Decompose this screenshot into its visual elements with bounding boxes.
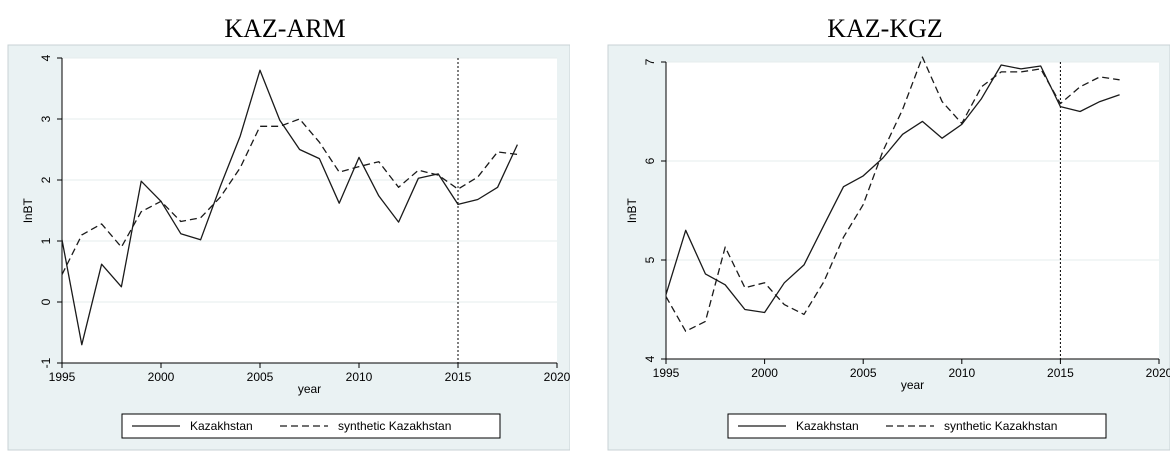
chart-title: KAZ-KGZ	[827, 14, 943, 43]
chart-title: KAZ-ARM	[224, 14, 346, 43]
x-tick-label: 2010	[346, 370, 373, 384]
x-axis-title: year	[901, 378, 924, 392]
y-tick-label: 3	[39, 115, 53, 122]
legend-label: synthetic Kazakhstan	[944, 419, 1057, 433]
x-tick-label: 2015	[445, 370, 472, 384]
y-tick-label: 6	[643, 157, 657, 164]
legend	[121, 413, 501, 439]
x-tick-label: 2000	[148, 370, 175, 384]
chart-panel-kaz-kgz: KAZ-KGZ 4 5 6 7 1995 2000 2005 2010 2015 2020 year…	[600, 0, 1170, 454]
x-tick-label: 1995	[653, 366, 680, 380]
y-axis-title: lnBT	[625, 198, 639, 223]
x-tick-label: 2005	[247, 370, 274, 384]
y-tick-label: -1	[39, 357, 53, 368]
y-tick-label: 0	[39, 298, 53, 305]
y-tick-label: 4	[643, 355, 657, 362]
y-axis-title: lnBT	[21, 198, 35, 223]
chart-plot: 4 5 6 7 1995 2000 2005 2010 2015 2020 year lnBT Kaza…	[607, 44, 1170, 451]
chart-panel-kaz-arm: KAZ-ARM -1 0 1 2 3 4 1995 2000 2005 2010 2015 2020 y…	[0, 0, 570, 454]
x-axis-title: year	[298, 382, 321, 396]
x-tick-label: 2015	[1047, 366, 1074, 380]
plot-area	[62, 58, 557, 363]
x-tick-label: 2020	[544, 370, 570, 384]
y-tick-label: 1	[39, 237, 53, 244]
series-line-kazakhstan	[665, 64, 1120, 314]
x-tick-label: 2010	[948, 366, 975, 380]
x-tick-label: 2005	[850, 366, 877, 380]
legend-label: Kazakhstan	[796, 419, 859, 433]
plot-area	[666, 62, 1159, 359]
y-tick-label: 4	[39, 54, 53, 61]
x-tick-label: 2020	[1146, 366, 1170, 380]
series-line-kazakhstan	[61, 69, 518, 346]
legend-label: synthetic Kazakhstan	[338, 419, 451, 433]
series-line-synthetic	[61, 118, 518, 275]
chart-plot: -1 0 1 2 3 4 1995 2000 2005 2010 2015 2020 year lnBT K…	[7, 44, 570, 451]
legend-label: Kazakhstan	[190, 419, 253, 433]
series-line-synthetic	[665, 56, 1120, 332]
y-tick-label: 2	[39, 176, 53, 183]
legend	[727, 413, 1107, 439]
y-tick-label: 5	[643, 256, 657, 263]
x-tick-label: 1995	[49, 370, 76, 384]
x-tick-label: 2000	[751, 366, 778, 380]
y-tick-label: 7	[643, 58, 657, 65]
